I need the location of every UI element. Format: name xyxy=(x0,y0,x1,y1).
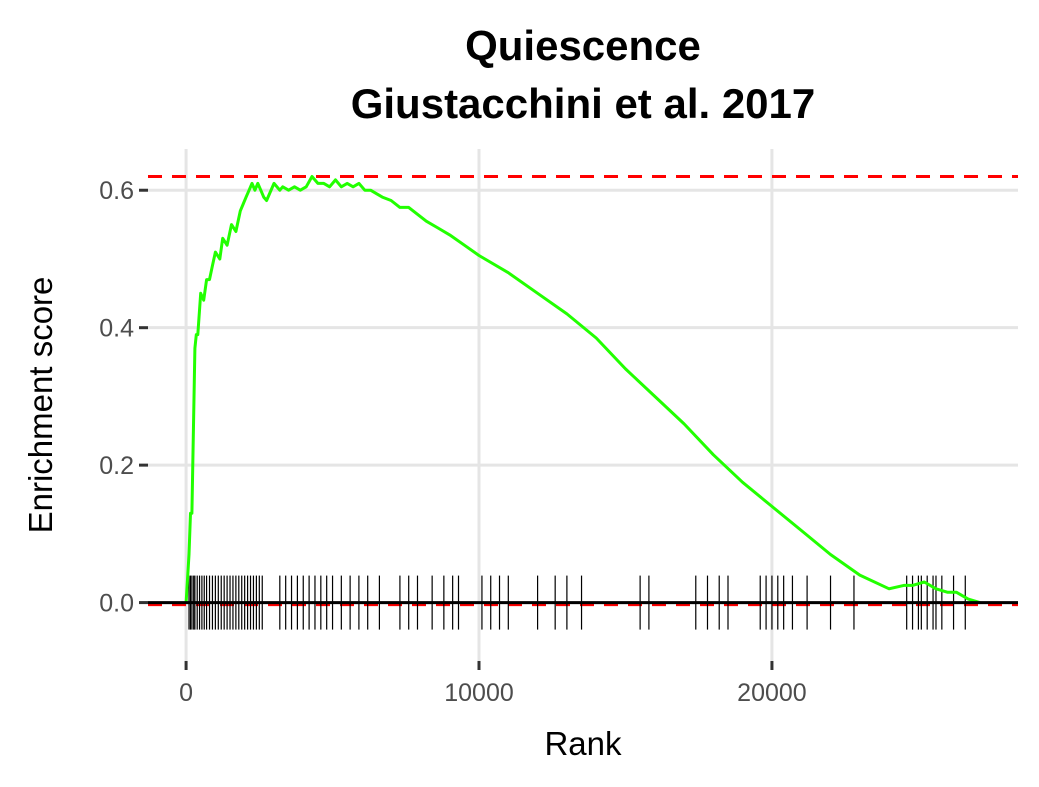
enrichment-curve xyxy=(184,175,981,605)
y-tick-label-3: 0.6 xyxy=(99,177,134,205)
reference-lines xyxy=(148,174,1018,607)
x-axis-title: Rank xyxy=(544,725,622,762)
es-line xyxy=(184,175,981,605)
y-tick-label-1: 0.2 xyxy=(99,452,134,480)
x-tick-label-2: 20000 xyxy=(737,679,807,707)
axes: 0.0 0.2 0.4 0.6 0 10000 20000 xyxy=(99,177,806,707)
x-tick-label-1: 10000 xyxy=(444,679,514,707)
plot-panel xyxy=(148,149,1018,661)
y-axis-title: Enrichment score xyxy=(22,277,59,534)
chart-title-line-1: Quiescence xyxy=(465,22,701,69)
y-tick-label-2: 0.4 xyxy=(99,315,134,343)
x-tick-label-0: 0 xyxy=(179,679,193,707)
y-tick-label-0: 0.0 xyxy=(99,590,134,618)
chart-title-line-2: Giustacchini et al. 2017 xyxy=(351,80,816,127)
